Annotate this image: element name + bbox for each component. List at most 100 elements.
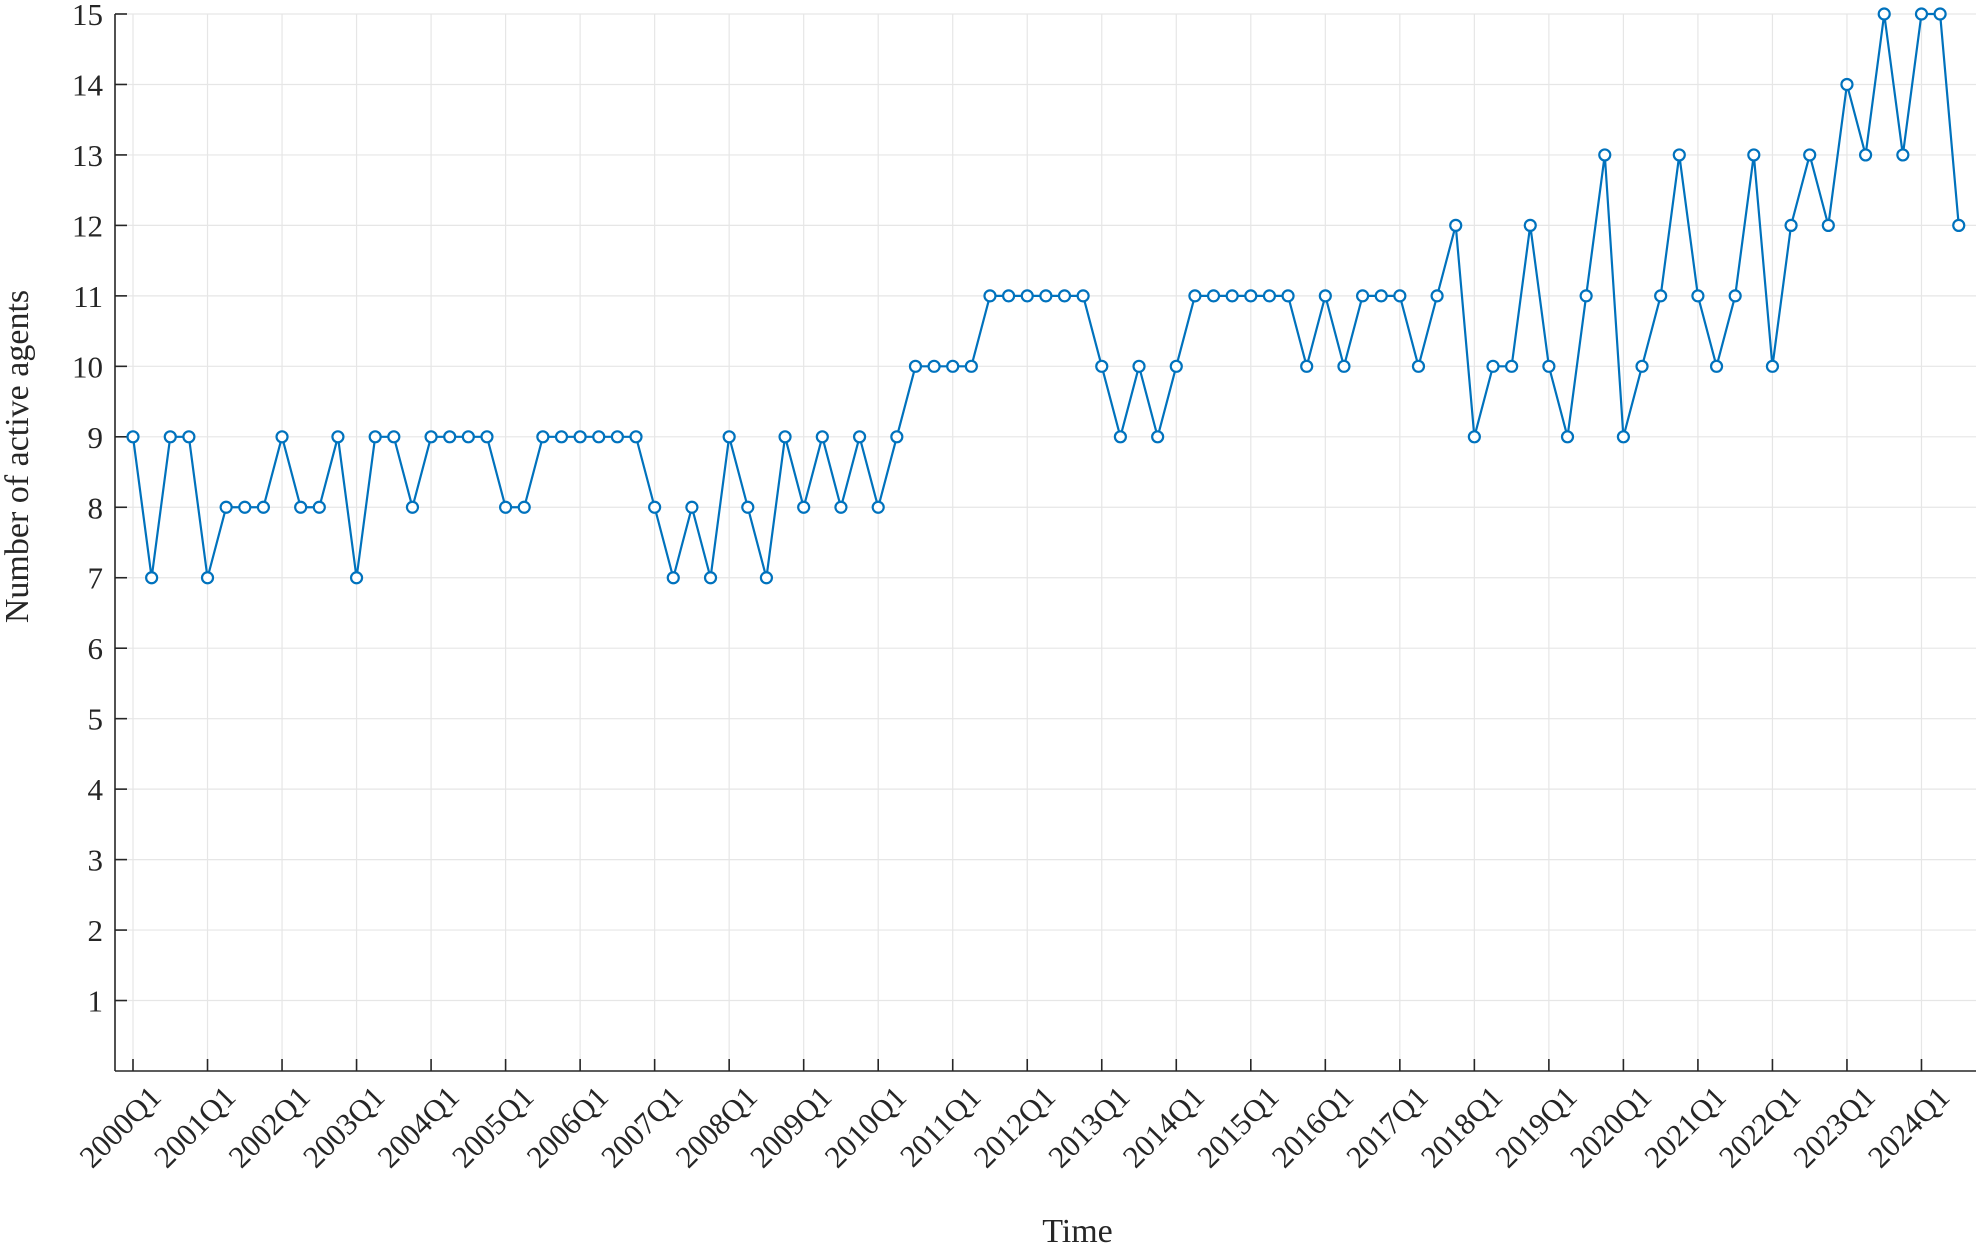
data-point: [1896, 148, 1910, 162]
data-point: [1598, 148, 1612, 162]
data-point: [1858, 148, 1873, 162]
y-tick-label: 5: [88, 702, 104, 737]
data-point: [1765, 359, 1780, 373]
data-point: [517, 500, 531, 514]
x-tick-label: 2000Q1: [72, 1079, 167, 1174]
x-tick-label: 2017Q1: [1339, 1079, 1434, 1174]
data-point: [685, 500, 699, 514]
x-tick-label: 2022Q1: [1712, 1079, 1807, 1174]
data-point: [1672, 148, 1686, 162]
y-axis-label: Number of active agents: [0, 290, 36, 623]
data-point: [554, 430, 569, 444]
data-point: [1877, 7, 1891, 21]
x-tick-label: 2020Q1: [1563, 1079, 1658, 1174]
data-point: [834, 500, 848, 514]
data-point: [648, 500, 662, 514]
data-point: [1579, 289, 1593, 303]
x-tick-label: 2005Q1: [445, 1079, 540, 1174]
data-point: [1057, 289, 1072, 303]
data-point: [405, 500, 420, 514]
y-tick-label: 15: [72, 0, 103, 32]
x-tick-label: 2018Q1: [1414, 1079, 1509, 1174]
x-tick-label: 2003Q1: [296, 1079, 391, 1174]
y-tick-label: 9: [88, 420, 104, 455]
data-point: [1952, 218, 1966, 232]
x-tick-label: 2015Q1: [1190, 1079, 1285, 1174]
y-tick-label: 6: [88, 631, 104, 666]
data-point: [759, 571, 774, 585]
y-tick-label: 10: [72, 349, 103, 384]
data-point: [238, 500, 252, 514]
data-point: [1262, 289, 1277, 303]
data-point: [1821, 218, 1835, 232]
x-tick-label: 2024Q1: [1861, 1079, 1956, 1174]
data-point: [1020, 289, 1034, 303]
x-tick-label: 2021Q1: [1637, 1079, 1732, 1174]
y-tick-label: 13: [72, 138, 103, 173]
data-point: [1840, 77, 1854, 92]
data-point: [200, 571, 215, 585]
y-tick-label: 2: [88, 913, 104, 948]
data-point: [1635, 359, 1649, 373]
data-point: [312, 500, 326, 514]
data-point: [1355, 289, 1370, 303]
data-point: [666, 571, 680, 585]
data-point: [1206, 289, 1221, 303]
data-point: [1225, 289, 1239, 303]
x-tick-label: 2008Q1: [669, 1079, 764, 1174]
data-point: [1169, 359, 1183, 373]
data-point: [387, 430, 401, 444]
x-tick-label: 2013Q1: [1041, 1079, 1136, 1174]
x-tick-label: 2010Q1: [818, 1079, 913, 1174]
data-point: [1933, 7, 1947, 21]
data-point: [946, 359, 960, 373]
axes: [114, 14, 1976, 1072]
data-point: [1318, 289, 1332, 303]
data-point: [1914, 7, 1929, 21]
data-point: [852, 430, 867, 444]
x-tick-label: 2023Q1: [1786, 1079, 1881, 1174]
data-point: [145, 571, 159, 585]
data-point: [629, 430, 643, 444]
data-point: [741, 500, 755, 514]
x-ticks: 2000Q12001Q12002Q12003Q12004Q12005Q12006…: [72, 1059, 1956, 1174]
data-point: [1654, 289, 1668, 303]
data-point: [275, 430, 289, 444]
data-point: [573, 430, 587, 444]
data-point: [1784, 218, 1798, 232]
data-point: [871, 500, 885, 514]
data-point: [368, 430, 382, 444]
x-tick-label: 2002Q1: [221, 1079, 316, 1174]
data-point: [1300, 359, 1314, 373]
data-point: [536, 430, 550, 444]
data-point: [349, 571, 364, 585]
x-tick-label: 2007Q1: [594, 1079, 689, 1174]
data-point: [1151, 430, 1165, 444]
data-point: [443, 430, 457, 444]
y-tick-label: 7: [88, 561, 104, 596]
data-point: [927, 359, 941, 373]
data-point: [1113, 430, 1127, 444]
data-point: [1095, 359, 1109, 373]
data-point: [703, 571, 718, 585]
x-tick-label: 2019Q1: [1488, 1079, 1583, 1174]
data-point: [1393, 289, 1407, 303]
data-point: [1374, 289, 1388, 303]
data-point: [778, 430, 792, 444]
data-point: [1728, 289, 1742, 303]
data-point: [1747, 148, 1761, 162]
x-tick-label: 2012Q1: [967, 1079, 1062, 1174]
y-tick-label: 14: [72, 67, 104, 102]
x-axis-label: Time: [1042, 1213, 1113, 1250]
data-point: [722, 430, 736, 444]
x-tick-label: 2016Q1: [1265, 1079, 1360, 1174]
data-point: [1337, 359, 1351, 373]
grid: [115, 13, 1976, 1071]
x-tick-label: 2011Q1: [893, 1079, 988, 1174]
data-point: [219, 500, 233, 514]
x-tick-label: 2006Q1: [520, 1079, 615, 1174]
data-point: [1281, 289, 1295, 303]
data-point: [1467, 430, 1481, 444]
